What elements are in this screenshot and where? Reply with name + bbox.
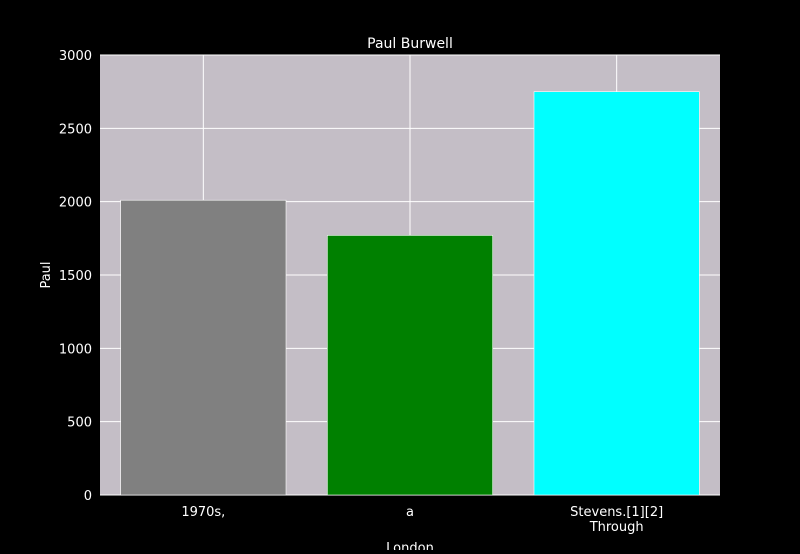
y-tick-label: 2500 — [59, 122, 92, 137]
x-tick-label: Stevens.[1][2] Through — [570, 505, 663, 535]
chart-title: Paul Burwell — [367, 36, 453, 52]
x-axis-label: London — [386, 541, 434, 550]
bar — [533, 91, 700, 496]
bar — [327, 235, 493, 496]
bar — [120, 199, 287, 496]
y-tick-label: 0 — [84, 489, 92, 504]
y-axis-ticks: 0 500 1000 1500 2000 2500 3000 — [59, 49, 92, 504]
y-tick-label: 2000 — [59, 196, 92, 211]
y-tick-label: 1000 — [59, 342, 92, 357]
x-tick-label: a — [406, 505, 414, 520]
y-tick-label: 500 — [67, 416, 92, 431]
y-tick-label: 1500 — [59, 269, 92, 284]
y-axis-label: Paul — [39, 261, 54, 288]
bars — [120, 91, 700, 496]
x-tick-label: 1970s, — [181, 505, 225, 520]
x-axis-ticks: 1970s, a Stevens.[1][2] Through — [181, 505, 663, 535]
y-tick-label: 3000 — [59, 49, 92, 64]
